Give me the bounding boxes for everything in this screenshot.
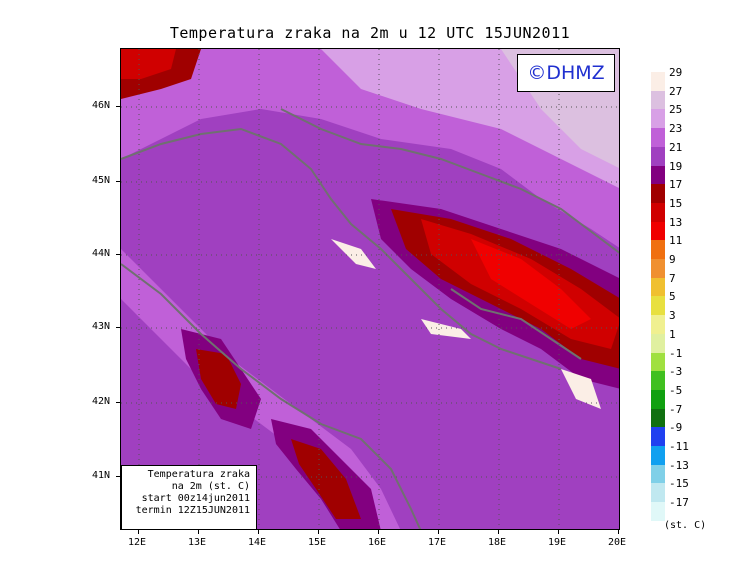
- legend-swatch: [651, 259, 665, 278]
- legend-swatch: [651, 296, 665, 316]
- legend-label: -1: [669, 346, 683, 360]
- lon-tick-15e: 15E: [308, 537, 327, 548]
- legend-label: 13: [669, 215, 683, 229]
- legend-label: -13: [669, 458, 689, 472]
- legend-swatch: [651, 221, 665, 241]
- legend-label: -11: [669, 440, 689, 453]
- legend-swatch: [651, 109, 665, 129]
- lat-tick-41n: 41N: [92, 470, 111, 481]
- legend-label: -3: [669, 365, 683, 379]
- lon-tickmark: [258, 530, 259, 534]
- lat-tick-45n: 45N: [92, 175, 111, 186]
- lon-tick-20e: 20E: [608, 537, 627, 548]
- legend-label: 23: [669, 122, 683, 136]
- lon-tickmark: [378, 530, 379, 534]
- lat-tick-43n: 43N: [92, 321, 111, 332]
- lon-tick-17e: 17E: [428, 537, 447, 548]
- legend-label: 9: [669, 253, 676, 266]
- lon-tickmark: [138, 530, 139, 534]
- dhmz-logo: ©DHMZ: [517, 54, 615, 92]
- lon-tick-13e: 13E: [188, 537, 207, 548]
- legend-label: 5: [669, 290, 676, 304]
- legend-swatch: [651, 165, 665, 185]
- legend-label: 19: [669, 159, 683, 173]
- legend-label: 11: [669, 234, 683, 248]
- info-line-2: na 2m (st. C): [171, 481, 250, 492]
- map-title: Temperatura zraka na 2m u 12 UTC 15JUN20…: [169, 24, 571, 42]
- lon-tick-18e: 18E: [488, 537, 507, 548]
- legend-label: 1: [669, 327, 676, 341]
- legend-swatch: [651, 202, 665, 222]
- lon-tickmark: [318, 530, 319, 534]
- legend-label: 15: [669, 196, 683, 210]
- lon-tickmark: [558, 530, 559, 534]
- legend-label: -15: [669, 477, 689, 491]
- lat-tickmark: [116, 476, 120, 477]
- lon-tickmark: [438, 530, 439, 534]
- lon-tickmark: [198, 530, 199, 534]
- legend-label: -7: [669, 402, 683, 416]
- info-line-3: start 00z14jun2011: [141, 493, 250, 504]
- info-line-1: Temperatura zraka: [147, 469, 250, 480]
- legend-swatch: [651, 333, 665, 353]
- lon-tickmark: [618, 530, 619, 534]
- lon-tick-12e: 12E: [128, 537, 147, 548]
- legend-swatch: [651, 146, 665, 166]
- lat-tickmark: [116, 402, 120, 403]
- lat-tickmark: [116, 254, 120, 255]
- legend-label: -9: [669, 421, 683, 435]
- legend-label: 3: [669, 309, 676, 323]
- legend-label: 27: [669, 84, 683, 98]
- lon-tick-19e: 19E: [548, 537, 567, 548]
- legend-swatch: [651, 502, 665, 522]
- legend-swatch: [651, 90, 665, 110]
- legend-label: 25: [669, 103, 683, 117]
- legend-swatch: [651, 408, 665, 428]
- legend-swatch: [651, 446, 665, 465]
- legend-swatch: [651, 464, 665, 484]
- legend-label: 7: [669, 271, 676, 285]
- lat-tickmark: [116, 106, 120, 107]
- legend-label: 29: [669, 66, 683, 79]
- legend-label: -5: [669, 383, 683, 397]
- map-panel: ©DHMZ Temperatura zraka na 2m (st. C) st…: [120, 48, 620, 530]
- lat-tick-46n: 46N: [92, 100, 111, 111]
- lat-tickmark: [116, 181, 120, 182]
- legend-units: (st. C): [664, 520, 707, 531]
- legend-swatch: [651, 277, 665, 297]
- legend-swatch: [651, 483, 665, 503]
- info-line-4: termin 12Z15JUN2011: [135, 505, 250, 516]
- legend-swatch: [651, 128, 665, 148]
- lon-tickmark: [498, 530, 499, 534]
- legend-swatch: [651, 371, 665, 391]
- legend-swatch: [651, 389, 665, 409]
- lat-tickmark: [116, 327, 120, 328]
- temperature-field: [121, 49, 619, 529]
- legend-label: 21: [669, 140, 683, 154]
- lon-tick-16e: 16E: [368, 537, 387, 548]
- info-box: Temperatura zraka na 2m (st. C) start 00…: [121, 465, 257, 529]
- lon-tick-14e: 14E: [248, 537, 267, 548]
- legend-swatch: [651, 427, 665, 447]
- legend-label: -17: [669, 496, 689, 510]
- lat-tick-42n: 42N: [92, 396, 111, 407]
- legend-swatch: [651, 184, 665, 204]
- legend-label: 17: [669, 178, 683, 192]
- lat-tick-44n: 44N: [92, 248, 111, 259]
- legend-swatch: [651, 72, 665, 91]
- legend-swatch: [651, 352, 665, 372]
- legend-swatch: [651, 315, 665, 335]
- legend-swatch: [651, 240, 665, 260]
